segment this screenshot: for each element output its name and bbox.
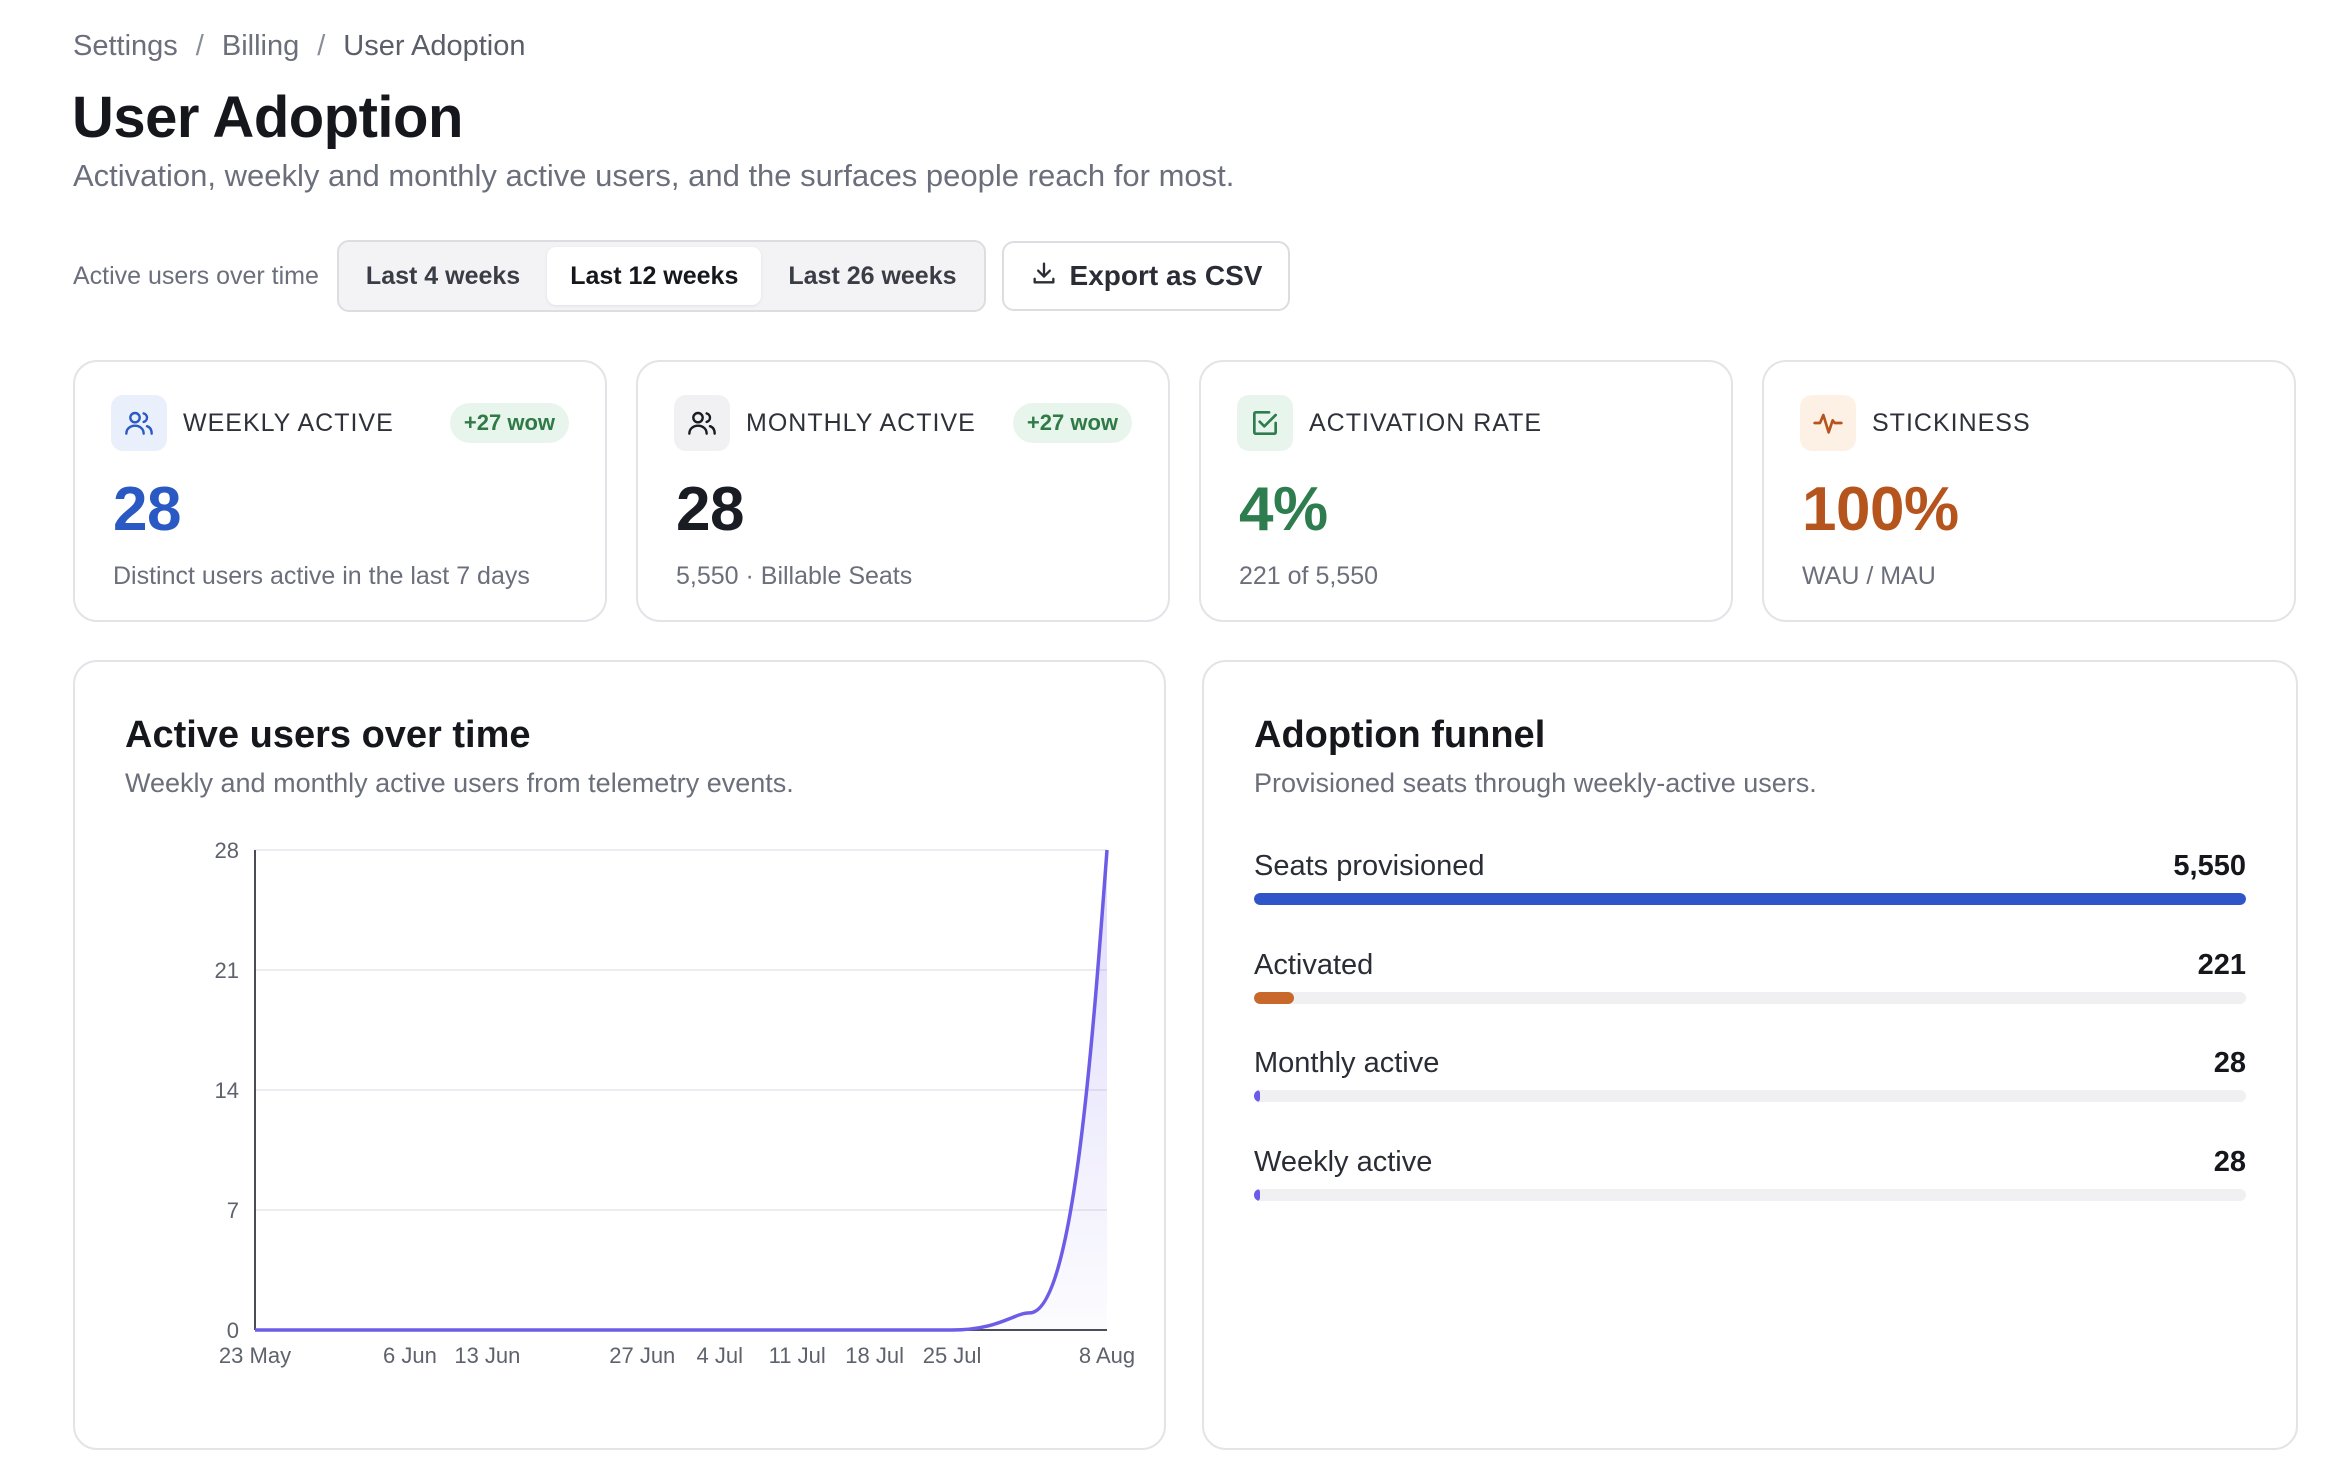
check-square-icon: [1237, 395, 1293, 451]
active-users-chart-panel: Active users over time Weekly and monthl…: [73, 660, 1166, 1450]
funnel-bar-track: [1254, 1090, 2246, 1102]
funnel-value: 5,550: [2173, 850, 2246, 882]
funnel-row-weekly-active: Weekly active 28: [1254, 1146, 2246, 1201]
download-icon: [1030, 259, 1058, 294]
page-subtitle: Activation, weekly and monthly active us…: [73, 158, 1235, 193]
funnel-bar-fill: [1254, 1189, 1260, 1201]
export-csv-label: Export as CSV: [1069, 260, 1263, 291]
series-line: [255, 849, 1109, 1332]
funnel-row-activated: Activated 221: [1254, 949, 2246, 1004]
range-segmented-control: Last 4 weeks Last 12 weeks Last 26 weeks: [336, 240, 986, 312]
funnel-bar-track: [1254, 992, 2246, 1004]
y-tick-label: 28: [215, 838, 239, 863]
users-icon: [111, 395, 167, 451]
y-tick-label: 21: [215, 958, 239, 983]
kpi-value: 28: [676, 475, 744, 544]
kpi-card-stickiness: STICKINESS 100% WAU / MAU: [1762, 360, 2296, 622]
adoption-funnel-panel: Adoption funnel Provisioned seats throug…: [1202, 660, 2298, 1450]
kpi-card-activation-rate: ACTIVATION RATE 4% 221 of 5,550: [1199, 360, 1733, 622]
funnel-label: Weekly active: [1254, 1146, 1433, 1178]
kpi-label: WEEKLY ACTIVE: [183, 408, 394, 437]
funnel-label: Seats provisioned: [1254, 850, 1485, 882]
range-26-weeks-button[interactable]: Last 26 weeks: [788, 261, 957, 290]
x-tick-label: 27 Jun: [609, 1343, 675, 1368]
users-icon: [674, 395, 730, 451]
x-tick-label: 8 Aug: [1079, 1343, 1135, 1368]
kpi-label: MONTHLY ACTIVE: [746, 408, 976, 437]
funnel-label: Activated: [1254, 949, 1374, 981]
funnel-bar-fill: [1254, 992, 1294, 1004]
x-tick-label: 13 Jun: [454, 1343, 520, 1368]
funnel-row-seats-provisioned: Seats provisioned 5,550: [1254, 850, 2246, 905]
kpi-value: 100%: [1802, 475, 1959, 544]
funnel-row-monthly-active: Monthly active 28: [1254, 1047, 2246, 1102]
breadcrumb-separator: /: [317, 30, 326, 62]
x-tick-label: 18 Jul: [845, 1343, 904, 1368]
toolbar-label: Active users over time: [73, 261, 319, 290]
kpi-subtext: Distinct users active in the last 7 days: [113, 562, 530, 590]
kpi-subtext: 221 of 5,550: [1239, 562, 1379, 590]
kpi-card-weekly-active: WEEKLY ACTIVE +27 wow 28 Distinct users …: [73, 360, 607, 622]
activity-icon: [1800, 395, 1856, 451]
funnel-bar-track: [1254, 893, 2246, 905]
kpi-label: ACTIVATION RATE: [1309, 408, 1543, 437]
kpi-change-badge: +27 wow: [1012, 403, 1132, 443]
x-tick-label: 11 Jul: [769, 1343, 826, 1368]
breadcrumb-separator: /: [195, 30, 204, 62]
funnel-panel-title: Adoption funnel: [1254, 714, 1546, 756]
funnel-bar-fill: [1254, 1090, 1260, 1102]
export-csv-button[interactable]: Export as CSV: [1001, 241, 1291, 311]
x-tick-label: 4 Jul: [696, 1343, 742, 1368]
kpi-card-monthly-active: MONTHLY ACTIVE +27 wow 28 5,550 · Billab…: [636, 360, 1170, 622]
kpi-value: 28: [113, 475, 181, 544]
active-users-line-chart: 0 7 14 21 28 23 May 6 Jun 13 Jun 27 Jun 4 Jul 11 J…: [215, 838, 1136, 1368]
funnel-bar-track: [1254, 1189, 2246, 1201]
y-tick-label: 0: [227, 1318, 239, 1343]
kpi-subtext: 5,550 · Billable Seats: [676, 562, 913, 590]
funnel-value: 221: [2197, 949, 2246, 981]
y-tick-label: 14: [215, 1078, 239, 1103]
funnel-bar-fill: [1254, 893, 2246, 905]
y-tick-label: 7: [227, 1198, 239, 1223]
range-12-weeks-button[interactable]: Last 12 weeks: [547, 247, 762, 305]
breadcrumb-item-current: User Adoption: [343, 30, 526, 62]
funnel-label: Monthly active: [1254, 1047, 1440, 1079]
page-title: User Adoption: [72, 85, 463, 150]
toolbar: Active users over time Last 4 weeks Last…: [73, 240, 1291, 312]
kpi-subtext: WAU / MAU: [1802, 562, 1936, 590]
breadcrumb: Settings / Billing / User Adoption: [73, 30, 525, 63]
funnel-value: 28: [2213, 1047, 2246, 1079]
kpi-label: STICKINESS: [1872, 408, 2031, 437]
breadcrumb-item-billing[interactable]: Billing: [221, 30, 300, 62]
chart-panel-subtitle: Weekly and monthly active users from tel…: [125, 768, 794, 798]
x-tick-label: 25 Jul: [923, 1343, 982, 1368]
x-tick-label: 23 May: [219, 1343, 291, 1368]
kpi-change-badge: +27 wow: [449, 403, 569, 443]
breadcrumb-item-settings[interactable]: Settings: [73, 30, 178, 62]
range-4-weeks-button[interactable]: Last 4 weeks: [365, 261, 521, 290]
chart-panel-title: Active users over time: [125, 714, 531, 756]
funnel-panel-subtitle: Provisioned seats through weekly-active …: [1254, 768, 1817, 798]
kpi-value: 4%: [1239, 475, 1328, 544]
funnel-value: 28: [2213, 1146, 2246, 1178]
x-tick-label: 6 Jun: [383, 1343, 437, 1368]
